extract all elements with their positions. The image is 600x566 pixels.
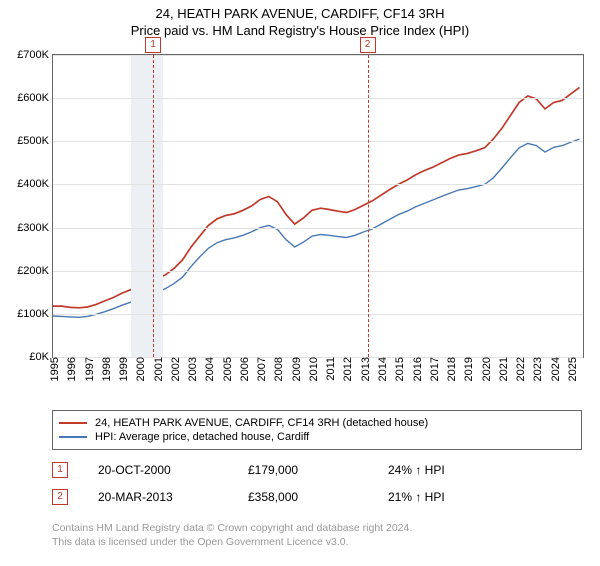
x-tick-label: 2025 (567, 357, 579, 381)
legend-label: HPI: Average price, detached house, Card… (95, 431, 309, 443)
x-tick-label: 2009 (291, 357, 303, 381)
sale-diff: 24% ↑ HPI (388, 463, 498, 477)
x-tick-label: 2001 (153, 357, 165, 381)
x-tick-label: 2018 (446, 357, 458, 381)
footer-line1: Contains HM Land Registry data © Crown c… (52, 521, 412, 535)
x-tick-label: 2016 (412, 357, 424, 381)
x-tick-label: 2015 (394, 357, 406, 381)
x-tick-label: 2023 (532, 357, 544, 381)
y-tick-label: £700K (17, 49, 49, 61)
sale-row: 2 20-MAR-2013 £358,000 21% ↑ HPI (52, 489, 498, 505)
x-tick-label: 2024 (550, 357, 562, 381)
x-tick-label: 2000 (135, 357, 147, 381)
title-block: 24, HEATH PARK AVENUE, CARDIFF, CF14 3RH… (0, 6, 600, 38)
event-line (368, 55, 369, 357)
x-tick-label: 1998 (101, 357, 113, 381)
y-tick-label: £300K (17, 222, 49, 234)
x-tick-label: 2020 (481, 357, 493, 381)
event-marker: 2 (360, 37, 376, 53)
event-line (153, 55, 154, 357)
event-marker: 1 (145, 37, 161, 53)
gridline (53, 314, 583, 315)
y-tick-label: £400K (17, 178, 49, 190)
legend-swatch (59, 422, 87, 424)
gridline (53, 228, 583, 229)
y-tick-label: £600K (17, 92, 49, 104)
y-tick-label: £500K (17, 135, 49, 147)
footer-text: Contains HM Land Registry data © Crown c… (52, 521, 412, 549)
plot-area: £0K£100K£200K£300K£400K£500K£600K£700K19… (52, 54, 584, 358)
sale-row: 1 20-OCT-2000 £179,000 24% ↑ HPI (52, 462, 498, 478)
sale-price: £358,000 (248, 490, 358, 504)
legend-swatch (59, 436, 87, 438)
x-tick-label: 2008 (273, 357, 285, 381)
sale-price: £179,000 (248, 463, 358, 477)
x-tick-label: 1995 (49, 357, 61, 381)
x-tick-label: 2021 (498, 357, 510, 381)
sale-marker: 1 (52, 462, 68, 478)
sale-marker: 2 (52, 489, 68, 505)
x-tick-label: 2002 (170, 357, 182, 381)
legend-row: 24, HEATH PARK AVENUE, CARDIFF, CF14 3RH… (59, 417, 575, 429)
x-tick-label: 2017 (429, 357, 441, 381)
gridline (53, 55, 583, 56)
x-tick-label: 2011 (325, 357, 337, 381)
highlight-band (131, 55, 164, 357)
legend-row: HPI: Average price, detached house, Card… (59, 431, 575, 443)
title-address: 24, HEATH PARK AVENUE, CARDIFF, CF14 3RH (0, 6, 600, 21)
x-tick-label: 1999 (118, 357, 130, 381)
gridline (53, 98, 583, 99)
x-tick-label: 2013 (360, 357, 372, 381)
x-tick-label: 2006 (239, 357, 251, 381)
footer-line2: This data is licensed under the Open Gov… (52, 535, 412, 549)
x-tick-label: 2004 (204, 357, 216, 381)
x-tick-label: 2007 (256, 357, 268, 381)
x-tick-label: 2005 (222, 357, 234, 381)
gridline (53, 271, 583, 272)
x-tick-label: 2010 (308, 357, 320, 381)
x-tick-label: 2003 (187, 357, 199, 381)
x-tick-label: 2019 (463, 357, 475, 381)
gridline (53, 141, 583, 142)
y-tick-label: £0K (29, 351, 49, 363)
y-tick-label: £200K (17, 265, 49, 277)
sale-date: 20-OCT-2000 (98, 463, 218, 477)
title-subtitle: Price paid vs. HM Land Registry's House … (0, 23, 600, 38)
y-tick-label: £100K (17, 308, 49, 320)
legend-box: 24, HEATH PARK AVENUE, CARDIFF, CF14 3RH… (52, 410, 582, 450)
legend-label: 24, HEATH PARK AVENUE, CARDIFF, CF14 3RH… (95, 417, 428, 429)
chart-container: 24, HEATH PARK AVENUE, CARDIFF, CF14 3RH… (0, 6, 600, 566)
gridline (53, 184, 583, 185)
sale-diff: 21% ↑ HPI (388, 490, 498, 504)
x-tick-label: 2014 (377, 357, 389, 381)
x-tick-label: 2012 (342, 357, 354, 381)
x-tick-label: 1997 (84, 357, 96, 381)
x-tick-label: 1996 (66, 357, 78, 381)
sale-date: 20-MAR-2013 (98, 490, 218, 504)
x-tick-label: 2022 (515, 357, 527, 381)
